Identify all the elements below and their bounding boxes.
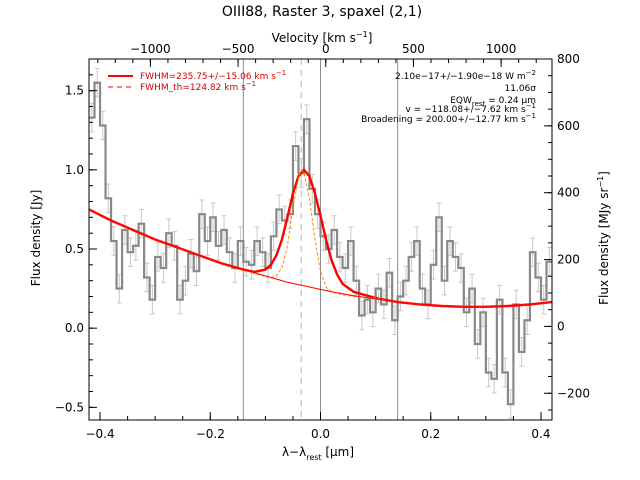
y-tick-label: 1.0	[65, 163, 84, 177]
legend-label-fwhm-th: FWHM_th=124.82 km s−1	[140, 80, 256, 93]
x-axis-label: λ−λrest [μm]	[282, 445, 354, 462]
top-tick-label: 0	[322, 42, 330, 56]
top-tick-label: −500	[222, 42, 255, 56]
right-tick-label: 0	[557, 319, 565, 333]
x-tick-label: 0.2	[421, 427, 440, 441]
x-tick-label: 0.0	[311, 427, 330, 441]
axes: −0.4 −0.2 0.0 0.2 0.4 −0.5 0.0 0.5 1.0 1.5 −1000 −5…	[55, 42, 590, 441]
y-tick-label: 0.5	[65, 242, 84, 256]
y-tick-label: 0.0	[65, 321, 84, 335]
right-tick-label: 400	[557, 186, 580, 200]
data-step-line	[89, 81, 552, 406]
plot-clip-group	[89, 59, 552, 420]
y-tick-label: 1.5	[65, 84, 84, 98]
annot-line-flux: 2.10e−17+/−1.90e−18 W m−2	[395, 69, 536, 82]
y-axis-label: Flux density [Jy]	[29, 190, 43, 287]
y-tick-label: −0.5	[55, 400, 84, 414]
annot-line-velocity: v = −118.08+/−7.62 km s−1	[406, 102, 537, 115]
right-y-axis-label: Flux density [MJy sr−1]	[596, 171, 611, 305]
legend-label-fwhm: FWHM=235.75+/−15.06 km s−1	[140, 69, 286, 82]
right-tick-label: 800	[557, 52, 580, 66]
chart-title: OIII88, Raster 3, spaxel (2,1)	[222, 4, 422, 20]
top-tick-label: 1000	[486, 42, 517, 56]
x-tick-label: −0.4	[85, 427, 114, 441]
right-tick-label: 600	[557, 119, 580, 133]
fit-line-continuum	[89, 208, 552, 308]
right-tick-label: −200	[557, 386, 590, 400]
right-tick-label: 200	[557, 253, 580, 267]
legend: FWHM=235.75+/−15.06 km s−1 FWHM_th=124.8…	[108, 69, 286, 93]
annot-line-snr: 11.06σ	[505, 84, 537, 94]
fit-annotations: 2.10e−17+/−1.90e−18 W m−2 11.06σ EQWrest…	[361, 69, 536, 125]
annot-line-eqw: EQWrest = 0.24 μm	[450, 96, 536, 108]
annot-line-broadening: Broadening = 200.00+/−12.77 km s−1	[361, 112, 536, 125]
top-tick-label: 500	[402, 42, 425, 56]
plot-area	[89, 59, 552, 420]
x-tick-label: −0.2	[196, 427, 225, 441]
top-tick-label: −1000	[130, 42, 171, 56]
top-x-axis-label: Velocity [km s−1]	[272, 30, 373, 45]
x-tick-label: 0.4	[531, 427, 550, 441]
